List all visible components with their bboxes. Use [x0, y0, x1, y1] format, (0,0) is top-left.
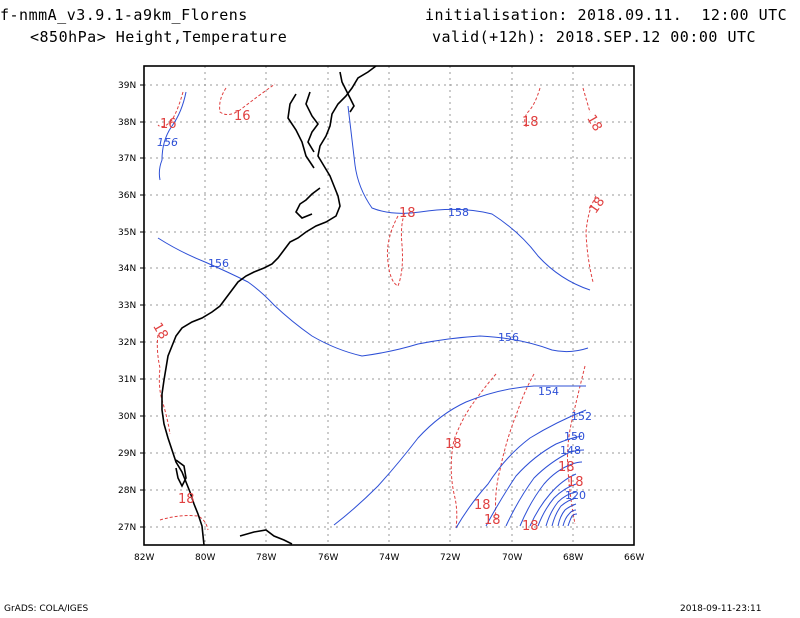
- lat-label: 35N: [118, 228, 136, 238]
- lon-label: 66W: [624, 553, 644, 563]
- height-label: 152: [571, 410, 592, 423]
- lat-label: 37N: [118, 154, 136, 164]
- grads-credit: GrADS: COLA/IGES: [4, 604, 89, 614]
- height-contours: [157, 91, 591, 529]
- temperature-label: 18: [586, 194, 608, 216]
- temperature-label: 18: [445, 437, 462, 452]
- coastline: [161, 65, 377, 546]
- valid-time: valid(+12h): 2018.SEP.12 00:00 UTC: [432, 28, 757, 46]
- lat-label: 34N: [118, 264, 136, 274]
- chart-title: f-nmmA_v3.9.1-a9km_Florens: [0, 6, 248, 24]
- temperature-label: 16: [234, 109, 251, 124]
- temperature-label: 18: [522, 115, 539, 130]
- lat-label: 31N: [118, 375, 136, 385]
- lon-label: 76W: [318, 553, 338, 563]
- height-label: 148: [560, 444, 581, 457]
- lat-label: 36N: [118, 191, 136, 201]
- lat-label: 32N: [118, 338, 136, 348]
- lon-label: 82W: [134, 553, 154, 563]
- temperature-label: 18: [567, 475, 584, 490]
- lon-label: 74W: [379, 553, 399, 563]
- height-label: 154: [538, 385, 559, 398]
- temperature-label: 18: [583, 112, 604, 134]
- lat-label: 38N: [118, 118, 136, 128]
- height-label: 156: [498, 331, 519, 344]
- height-label: 156: [208, 257, 229, 270]
- height-label: 150: [564, 430, 585, 443]
- render-timestamp: 2018-09-11-23:11: [680, 604, 762, 614]
- map-grid: [144, 66, 634, 545]
- temperature-label: 18: [484, 513, 501, 528]
- temperature-label: 18: [522, 519, 539, 534]
- temperature-label: 18: [149, 320, 170, 342]
- temperature-label: 18: [558, 460, 575, 475]
- lat-label: 33N: [118, 301, 136, 311]
- lon-label: 80W: [195, 553, 215, 563]
- lat-label: 39N: [118, 81, 136, 91]
- lat-label: 28N: [118, 486, 136, 496]
- height-contour-labels: 156 156 158 156 154 152 150 148 120: [157, 136, 592, 502]
- temperature-contour-labels: 16 16 18 18 18 18 18 18 18 18 18 18 18 1…: [149, 109, 608, 534]
- lon-label: 68W: [563, 553, 583, 563]
- lat-label: 29N: [118, 449, 136, 459]
- temperature-label: 16: [160, 117, 177, 132]
- lon-label: 70W: [502, 553, 522, 563]
- height-label: 120: [565, 489, 586, 502]
- chart-subtitle: <850hPa> Height,Temperature: [30, 28, 288, 46]
- lon-label: 72W: [440, 553, 460, 563]
- initialisation-time: initialisation: 2018.09.11. 12:00 UTC: [425, 6, 788, 24]
- lat-labels: 39N 38N 37N 36N 35N 34N 33N 32N 31N 30N …: [118, 81, 136, 533]
- lat-ticks: [140, 84, 144, 528]
- temperature-label: 18: [399, 206, 416, 221]
- lat-label: 30N: [118, 412, 136, 422]
- lon-labels: 82W 80W 78W 76W 74W 72W 70W 68W 66W: [134, 553, 644, 563]
- lat-label: 27N: [118, 523, 136, 533]
- temperature-label: 18: [474, 498, 491, 513]
- lon-label: 78W: [256, 553, 276, 563]
- height-label: 158: [448, 206, 469, 219]
- height-label: 156: [157, 136, 178, 149]
- temperature-label: 18: [178, 492, 195, 507]
- temperature-contours: [156, 83, 597, 531]
